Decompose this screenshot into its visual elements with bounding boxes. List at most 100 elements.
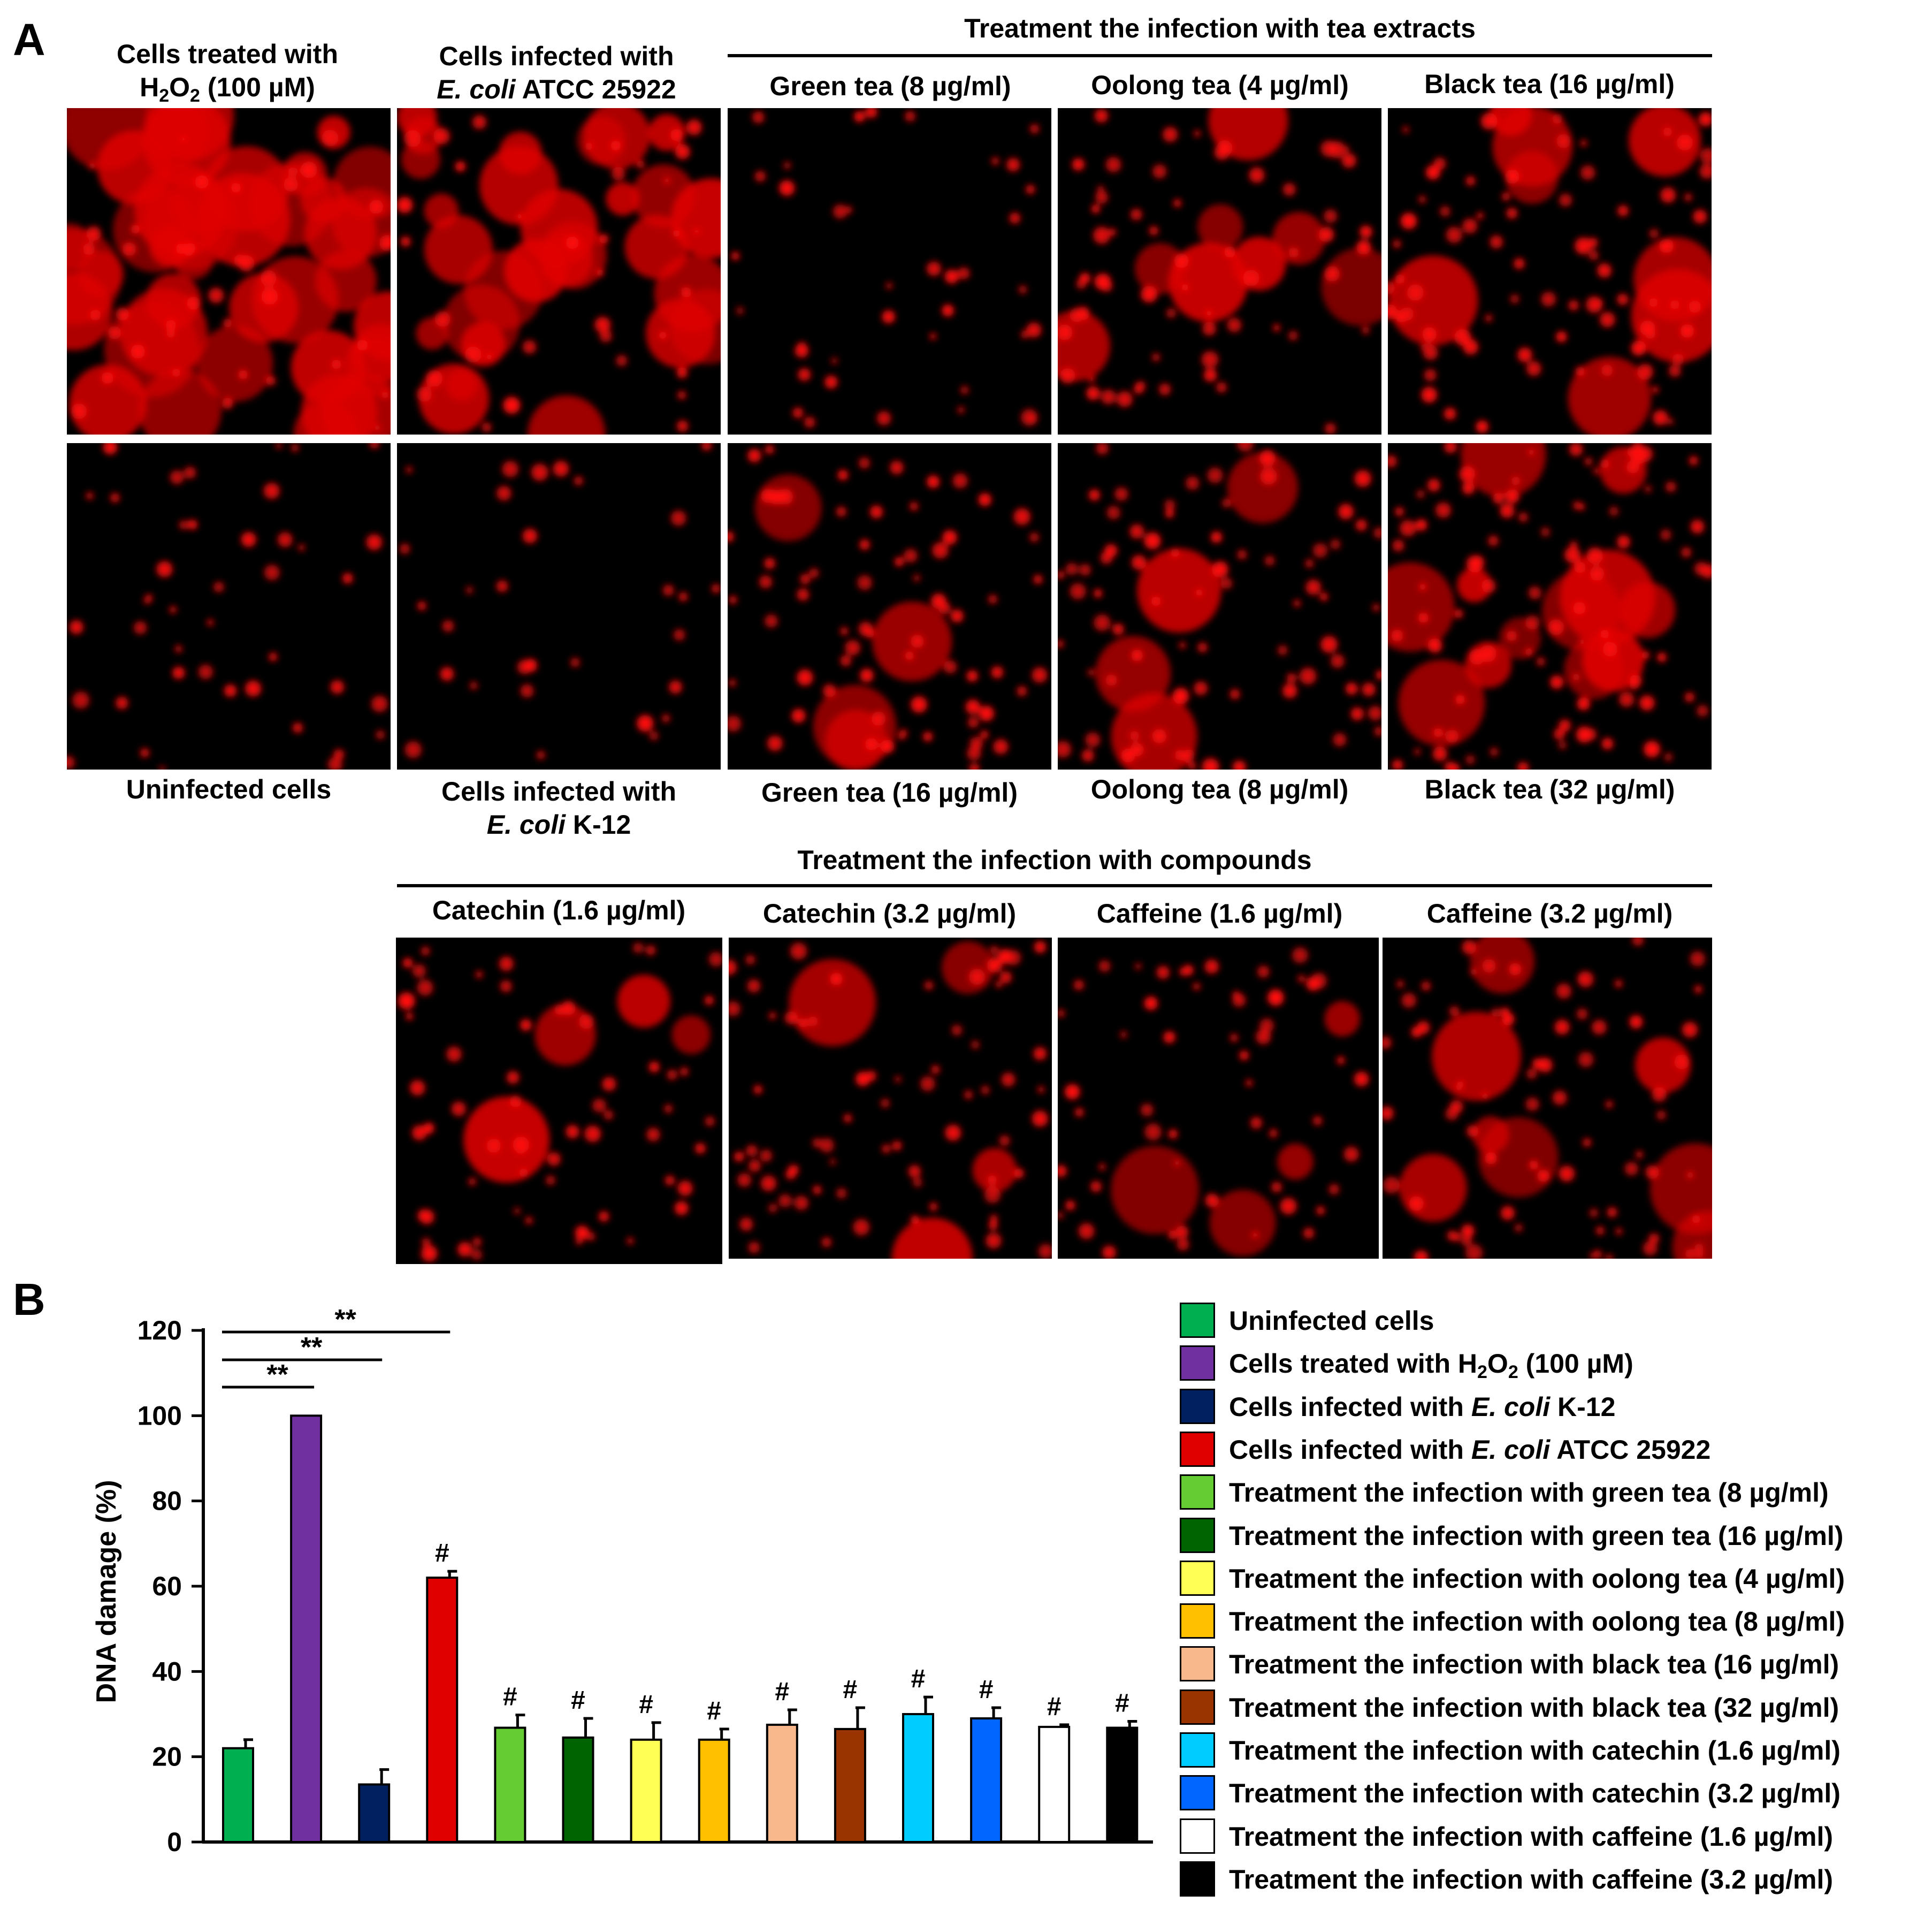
legend-swatch — [1180, 1861, 1215, 1897]
significance-hash-10: # — [911, 1665, 926, 1693]
bar-2 — [358, 1783, 391, 1843]
micrograph-green16 — [728, 443, 1051, 770]
micrograph-black16 — [1388, 108, 1712, 435]
bar-9 — [834, 1727, 866, 1843]
significance-hash-13: # — [1115, 1689, 1129, 1718]
micrograph-uninfected — [67, 443, 391, 770]
legend-label: Treatment the infection with catechin (1… — [1229, 1736, 1841, 1765]
micrograph-h2o2 — [67, 108, 391, 435]
y-tick-label-0: 0 — [167, 1827, 182, 1857]
micrograph-catechin16 — [396, 938, 722, 1264]
bar-4 — [494, 1726, 526, 1844]
chart-legend: Uninfected cells Cells treated with H2O2 … — [1180, 1303, 1929, 1902]
group-rule-tea-extracts — [728, 54, 1712, 57]
y-tick-label-20: 20 — [152, 1742, 182, 1772]
legend-swatch — [1180, 1818, 1215, 1854]
significance-hash-9: # — [843, 1676, 858, 1704]
significance-hash-7: # — [707, 1697, 721, 1725]
micrograph-black32 — [1388, 443, 1712, 770]
label-oolong4: Oolong tea (4 µg/ml) — [1091, 70, 1349, 100]
legend-label: Treatment the infection with catechin (3… — [1229, 1778, 1841, 1809]
legend-swatch — [1180, 1560, 1215, 1596]
legend-swatch — [1180, 1689, 1215, 1725]
label-k12: Cells infected with E. coli K-12 — [441, 777, 676, 840]
legend-label: Treatment the infection with caffeine (3… — [1229, 1864, 1833, 1894]
significance-hash-5: # — [571, 1686, 585, 1715]
group-title-compounds: Treatment the infection with compounds — [797, 845, 1312, 875]
significance-stars-0: ** — [266, 1359, 288, 1390]
significance-hash-3: # — [435, 1539, 449, 1567]
bar-13 — [1106, 1726, 1139, 1844]
label-h2o2: Cells treated with H2O2 (100 µM) — [117, 39, 338, 106]
y-tick-label-80: 80 — [152, 1486, 182, 1516]
legend-swatch — [1180, 1732, 1215, 1768]
legend-swatch — [1180, 1431, 1215, 1467]
legend-label: Treatment the infection with oolong tea … — [1229, 1607, 1845, 1637]
panel-a-letter: A — [13, 14, 45, 65]
y-tick-label-40: 40 — [152, 1656, 182, 1686]
legend-swatch — [1180, 1775, 1215, 1811]
legend-label: Cells treated with H2O2 (100 µM) — [1229, 1349, 1633, 1383]
legend-label: Cells infected with E. coli ATCC 25922 — [1229, 1434, 1711, 1465]
bar-10 — [902, 1713, 934, 1843]
micrograph-catechin32 — [729, 938, 1052, 1259]
micrograph-k12 — [397, 443, 721, 770]
legend-label: Treatment the infection with oolong tea … — [1229, 1563, 1845, 1594]
group-rule-compounds — [397, 884, 1712, 887]
legend-swatch — [1180, 1474, 1215, 1510]
significance-hash-12: # — [1047, 1693, 1062, 1721]
micrograph-green8 — [728, 108, 1051, 435]
bar-3 — [426, 1577, 459, 1843]
group-title-tea-extracts: Treatment the infection with tea extract… — [964, 13, 1476, 43]
label-black16: Black tea (16 µg/ml) — [1424, 69, 1675, 99]
legend-label: Uninfected cells — [1229, 1306, 1434, 1336]
label-black32: Black tea (32 µg/ml) — [1424, 774, 1675, 804]
label-caffeine16: Caffeine (1.6 µg/ml) — [1096, 899, 1343, 928]
legend-swatch — [1180, 1388, 1215, 1424]
legend-swatch — [1180, 1603, 1215, 1639]
legend-label: Treatment the infection with black tea (… — [1229, 1649, 1839, 1680]
legend-label: Cells infected with E. coli K-12 — [1229, 1391, 1616, 1422]
micrograph-caffeine16 — [1058, 938, 1379, 1259]
legend-label: Treatment the infection with green tea (… — [1229, 1478, 1829, 1508]
significance-hash-8: # — [775, 1678, 789, 1706]
legend-swatch — [1180, 1646, 1215, 1682]
bar-6 — [630, 1738, 662, 1844]
bar-8 — [766, 1723, 798, 1844]
significance-stars-2: ** — [334, 1304, 356, 1335]
label-uninfected: Uninfected cells — [126, 774, 332, 804]
bar-1 — [290, 1414, 323, 1843]
label-catechin16: Catechin (1.6 µg/ml) — [432, 895, 686, 925]
legend-label: Treatment the infection with caffeine (1… — [1229, 1821, 1833, 1852]
micrograph-caffeine32 — [1383, 938, 1712, 1259]
legend-swatch — [1180, 1303, 1215, 1338]
label-green16: Green tea (16 µg/ml) — [761, 778, 1018, 808]
legend-swatch — [1180, 1345, 1215, 1381]
micrograph-oolong4 — [1058, 108, 1381, 435]
legend-label: Treatment the infection with black tea (… — [1229, 1692, 1839, 1723]
significance-stars-1: ** — [301, 1332, 323, 1363]
label-green8: Green tea (8 µg/ml) — [769, 71, 1011, 101]
bar-0 — [222, 1747, 254, 1844]
bar-7 — [698, 1738, 730, 1844]
legend-label: Treatment the infection with green tea (… — [1229, 1520, 1844, 1551]
bar-11 — [970, 1717, 1003, 1843]
label-atcc: Cells infected with E. coli ATCC 25922 — [437, 41, 676, 104]
bar-12 — [1038, 1725, 1071, 1843]
bar-5 — [562, 1736, 594, 1843]
micrograph-oolong8 — [1058, 443, 1381, 770]
micrograph-atcc — [397, 108, 721, 435]
label-caffeine32: Caffeine (3.2 µg/ml) — [1426, 899, 1673, 928]
legend-swatch — [1180, 1517, 1215, 1553]
y-axis-label: DNA damage (%) — [91, 1480, 122, 1703]
significance-hash-6: # — [639, 1691, 653, 1719]
significance-hash-11: # — [979, 1676, 994, 1704]
panel-b-letter: B — [13, 1274, 45, 1325]
y-tick-label-60: 60 — [152, 1571, 182, 1601]
significance-hash-4: # — [503, 1683, 517, 1711]
y-tick-label-120: 120 — [138, 1315, 182, 1345]
label-oolong8: Oolong tea (8 µg/ml) — [1090, 774, 1349, 804]
label-catechin32: Catechin (3.2 µg/ml) — [762, 899, 1017, 928]
y-tick-label-100: 100 — [138, 1401, 182, 1430]
